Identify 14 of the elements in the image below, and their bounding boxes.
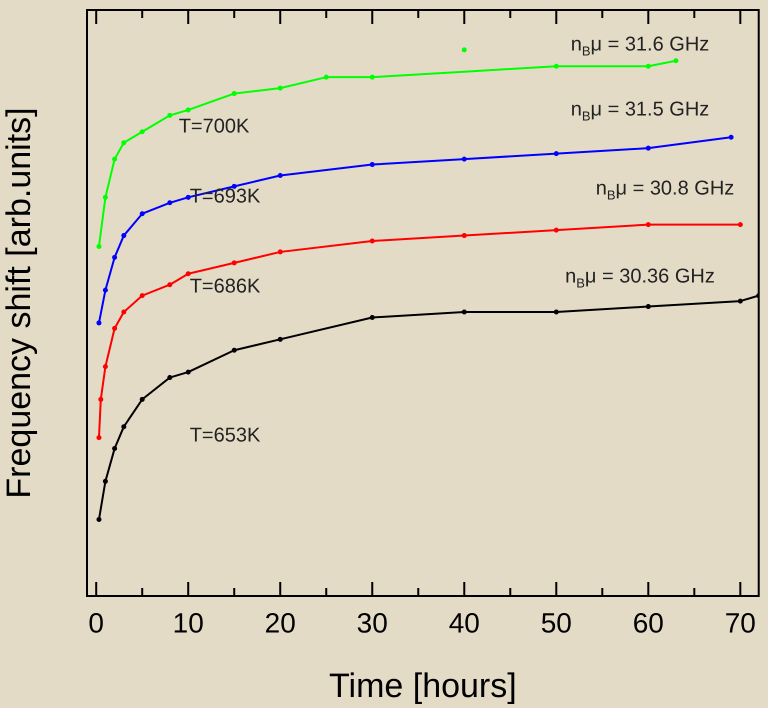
x-axis-title: Time [hours] <box>329 666 517 705</box>
x-tick-label: 10 <box>172 608 204 639</box>
x-tick-label: 20 <box>264 608 296 639</box>
x-tick-label: 60 <box>632 608 664 639</box>
annotation: T=700K <box>178 116 250 138</box>
x-tick-label: 70 <box>724 608 756 639</box>
annotation: T=693K <box>190 186 261 208</box>
annotation: T=686K <box>190 276 261 298</box>
annotation: T=653K <box>190 424 261 447</box>
x-tick-label: 50 <box>540 608 572 639</box>
x-tick-label: 40 <box>448 608 480 639</box>
x-tick-label: 0 <box>88 608 104 639</box>
y-axis-title: Frequency shift [arb.units] <box>0 107 38 499</box>
x-tick-label: 30 <box>356 608 388 639</box>
